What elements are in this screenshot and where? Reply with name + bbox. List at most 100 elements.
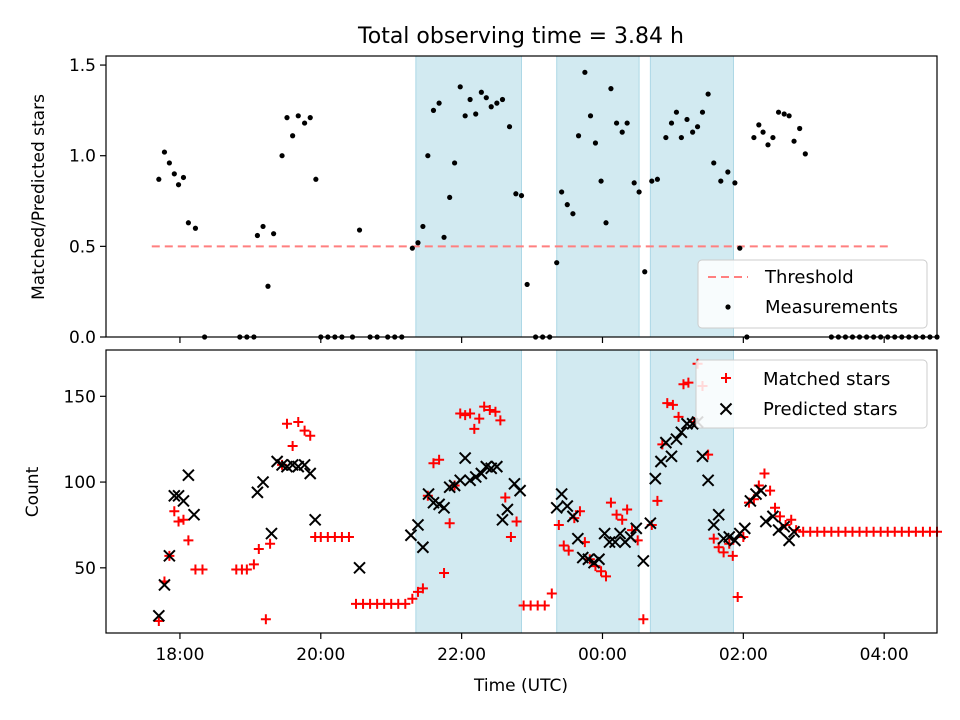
matched-star-point [197,564,208,575]
measurement-point [425,153,431,159]
predicted-star-point [463,474,477,487]
matched-star-point [241,564,252,575]
measurement-point [705,91,711,97]
measurement-point [284,115,290,121]
shaded-interval-1 [415,349,522,634]
measurement-point [462,113,468,119]
matched-star-point [495,415,506,426]
matched-star-point [265,538,276,549]
matched-star-point [153,615,164,626]
predicted-star-point [701,474,715,487]
matched-star-point [718,547,729,558]
legend-predicted-label: Predicted stars [763,399,897,420]
measurement-point [265,283,271,289]
measurement-point [290,133,296,139]
x-tick-label: 00:00 [578,645,627,665]
measurement-point [613,120,620,126]
measurement-point [473,111,479,117]
measurement-point [457,84,463,90]
figure-title: Total observing time = 3.84 h [357,24,684,49]
legend-predicted-swatch [719,402,733,416]
measurement-point [797,125,803,132]
matched-star-point [622,504,633,515]
measurement-point [513,191,519,197]
bottom-xlabel: Time (UTC) [473,676,568,696]
predicted-star-point [177,494,190,508]
measurement-point [582,69,588,75]
predicted-star-point [550,501,563,515]
predicted-star-point [555,487,568,501]
predicted-star-point [187,508,201,521]
matched-star-point [605,497,616,508]
measurement-point [699,109,706,115]
matched-star-point [469,423,480,434]
measurement-point [570,211,576,217]
matched-star-point [786,514,797,525]
matched-star-point [305,430,316,441]
matched-star-point [683,377,694,388]
matched-star-point [439,567,450,578]
predicted-star-point [571,532,585,545]
measurement-point [654,176,661,182]
measurement-point [185,220,191,226]
legend-threshold-label: Threshold [764,267,854,288]
top-y-ticks: 0.0 0.5 1.0 1.5 [69,56,106,348]
y-tick-label: 1.0 [69,147,96,167]
predicted-star-point [766,510,780,523]
predicted-star-point [696,450,709,463]
top-legend: Threshold Measurements [697,259,928,329]
measurement-point [518,192,525,199]
bottom-axes-frame [105,349,938,634]
predicted-star-point [777,520,791,533]
y-tick-label: 0.0 [69,328,96,348]
matched-star-point [558,540,569,551]
legend-measurement-label: Measurements [765,297,898,318]
bottom-y-ticks: 50 100 150 [64,387,106,579]
measurement-point [603,220,609,226]
predicted-star-point [637,554,650,568]
matched-star-point [678,379,689,390]
predicted-star-point [416,541,430,554]
predicted-star-point [644,517,657,530]
y-tick-label: 150 [64,387,96,407]
bottom-x-ticks: 18:00 20:00 22:00 00:00 02:00 04:00 [155,633,909,665]
predicted-star-point [256,475,270,489]
measurement-point [781,111,787,117]
matched-star-point [617,514,628,525]
matched-star-point [343,531,354,542]
predicted-star-point [298,458,311,472]
measurement-point [673,109,680,115]
predicted-star-point [592,553,606,566]
measurement-point [279,153,285,159]
measurement-point [751,134,757,141]
x-tick-label: 04:00 [860,645,909,665]
measurement-point [732,180,738,186]
measurement-point [564,202,570,208]
measurement-point [575,133,582,139]
matched-star-point [293,417,304,428]
matched-star-point [765,485,776,496]
predicted-star-point [630,522,643,535]
predicted-star-point [665,450,678,463]
measurement-point [307,115,313,121]
matched-star-point [652,495,663,506]
predicted-star-point [411,518,425,532]
x-tick-label: 18:00 [155,645,204,665]
bottom-ylabel: Count [23,466,43,517]
measurement-point [684,116,690,123]
measurement-point [775,109,782,115]
predicted-star-point [158,578,171,592]
legend-measurement-swatch [725,304,731,310]
measurement-point [649,178,655,184]
legend-matched-label: Matched stars [763,369,890,390]
measurement-point [415,240,421,246]
measurement-point [598,178,604,184]
measurement-point [356,227,363,233]
matched-star-point [759,468,770,479]
predicted-star-point [404,529,418,542]
matched-star-point [667,399,678,410]
predicted-star-point [475,467,488,480]
matched-star-point [417,583,428,594]
matched-star-point [490,406,501,417]
predicted-star-point [754,484,768,497]
